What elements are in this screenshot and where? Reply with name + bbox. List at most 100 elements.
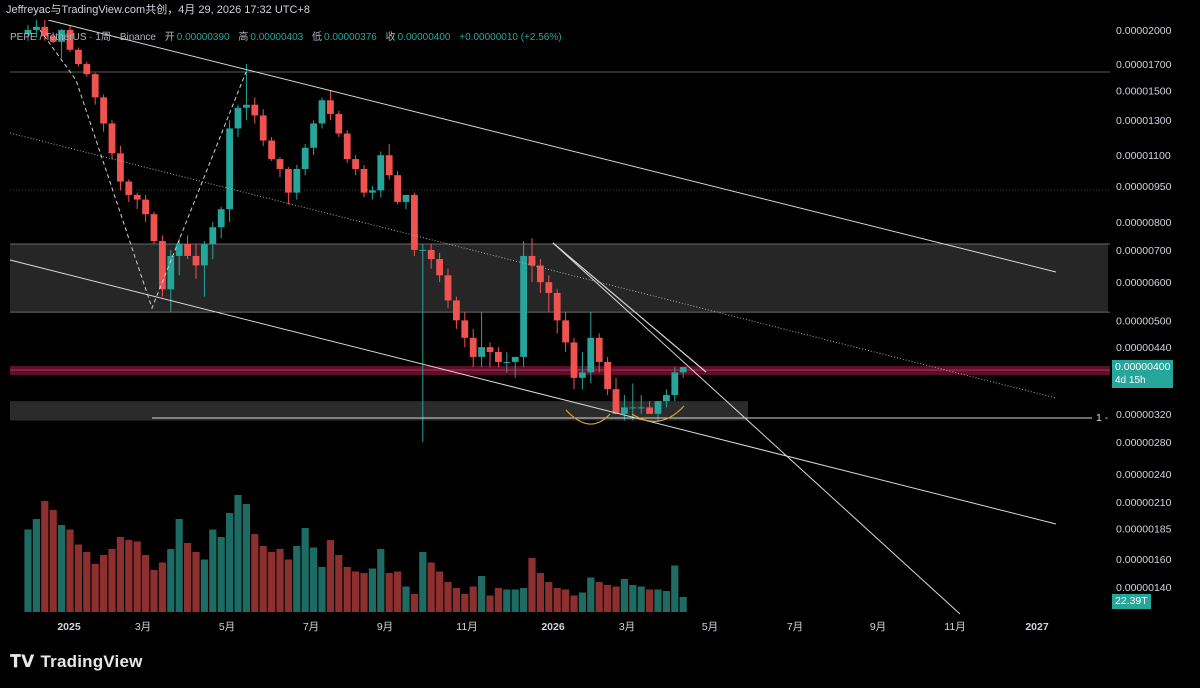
candle[interactable] <box>570 337 578 390</box>
candle-body <box>637 407 645 409</box>
candle[interactable] <box>637 395 645 414</box>
lower-channel-line <box>9 259 1057 525</box>
candle[interactable] <box>201 241 208 297</box>
price-chart[interactable]: 1 - 0.000020000.000017000.000015000.0000… <box>0 20 1200 636</box>
candle[interactable] <box>100 94 107 132</box>
candle[interactable] <box>411 192 418 256</box>
candle[interactable] <box>243 64 250 121</box>
candle[interactable] <box>335 110 343 137</box>
candle[interactable] <box>175 238 183 276</box>
candle[interactable] <box>49 32 57 43</box>
close-value: 0.00000400 <box>397 32 451 43</box>
candle[interactable] <box>268 136 275 162</box>
candle[interactable] <box>621 395 628 421</box>
candle-body <box>360 168 368 193</box>
candle-body <box>570 342 578 378</box>
candle[interactable] <box>377 151 385 198</box>
candle-body <box>629 407 637 409</box>
candle[interactable] <box>385 144 393 180</box>
candle[interactable] <box>503 351 511 373</box>
candle[interactable] <box>427 243 435 269</box>
candle[interactable] <box>259 109 267 146</box>
candle[interactable] <box>184 235 191 260</box>
candle[interactable] <box>360 164 368 198</box>
candle[interactable] <box>327 90 334 121</box>
candle[interactable] <box>671 367 679 402</box>
candle[interactable] <box>108 120 116 160</box>
time-axis[interactable]: 2025 3月 5月 7月 9月 11月 2026 3月 5月 7月 9月 11月 2027 <box>57 621 1049 633</box>
candle[interactable] <box>402 194 410 210</box>
candle[interactable] <box>83 61 91 77</box>
candle[interactable] <box>117 145 124 191</box>
candle[interactable] <box>469 328 477 368</box>
price-axis[interactable]: 0.00002000 0.00001700 0.00001500 0.00001300… <box>1116 25 1172 594</box>
candle[interactable] <box>394 171 401 205</box>
curved-arrow <box>565 409 611 425</box>
candle[interactable] <box>553 289 561 334</box>
candle[interactable] <box>495 347 502 368</box>
candle[interactable] <box>133 192 141 210</box>
volume-bar <box>301 528 309 612</box>
candle[interactable] <box>142 194 149 222</box>
candle[interactable] <box>511 356 519 378</box>
candle[interactable] <box>58 28 65 58</box>
volume-bar <box>276 549 284 612</box>
candles[interactable] <box>24 20 687 442</box>
candle[interactable] <box>587 312 595 384</box>
candle[interactable] <box>285 166 292 205</box>
candle[interactable] <box>217 206 225 239</box>
candle-body <box>343 133 351 160</box>
candle[interactable] <box>318 97 326 129</box>
candle[interactable] <box>604 356 611 396</box>
candle[interactable] <box>251 97 259 124</box>
candle[interactable] <box>125 179 133 202</box>
open-label: 开 <box>164 32 175 43</box>
candle[interactable] <box>679 367 687 378</box>
candle[interactable] <box>663 389 670 408</box>
candle[interactable] <box>209 221 217 260</box>
candle[interactable] <box>293 164 301 200</box>
candle[interactable] <box>75 47 82 67</box>
volume-bar <box>604 585 612 612</box>
candle[interactable] <box>528 238 536 283</box>
candle[interactable] <box>234 104 242 137</box>
descending-trendline <box>552 242 961 615</box>
x-tick-label: 2027 <box>1025 621 1049 633</box>
candle[interactable] <box>419 243 427 442</box>
candle[interactable] <box>310 120 317 156</box>
candle[interactable] <box>192 243 200 279</box>
candle[interactable] <box>537 259 544 293</box>
candle[interactable] <box>545 275 553 313</box>
candle[interactable] <box>159 235 166 297</box>
candle[interactable] <box>453 296 460 329</box>
candle-body <box>369 190 376 193</box>
candle[interactable] <box>461 312 469 348</box>
candle[interactable] <box>646 401 653 414</box>
candle[interactable] <box>91 72 99 105</box>
candle[interactable] <box>654 401 662 421</box>
candle[interactable] <box>612 377 620 414</box>
candle[interactable] <box>595 333 603 373</box>
tradingview-logo[interactable]: 𝐓𝗩 TradingView <box>10 652 143 672</box>
candle[interactable] <box>520 241 527 368</box>
candle[interactable] <box>33 20 40 38</box>
candle[interactable] <box>276 157 284 178</box>
candle-body <box>495 351 502 362</box>
candle[interactable] <box>436 252 443 283</box>
candle[interactable] <box>562 312 569 352</box>
candle[interactable] <box>150 211 158 244</box>
candle[interactable] <box>486 342 494 368</box>
y-tick-label: 0.00000440 <box>1116 342 1172 354</box>
candle[interactable] <box>369 185 376 200</box>
candle[interactable] <box>579 351 586 390</box>
candle[interactable] <box>24 24 32 41</box>
candle[interactable] <box>352 155 359 176</box>
candle[interactable] <box>343 130 351 163</box>
candle[interactable] <box>444 268 452 309</box>
y-tick-label: 0.00001300 <box>1116 115 1172 127</box>
candle[interactable] <box>301 144 309 176</box>
candle[interactable] <box>226 120 233 222</box>
candle[interactable] <box>478 312 485 368</box>
candle[interactable] <box>66 24 74 53</box>
symbol-title[interactable]: PEPE / TetherUS · 1周 · Binance <box>10 32 156 43</box>
